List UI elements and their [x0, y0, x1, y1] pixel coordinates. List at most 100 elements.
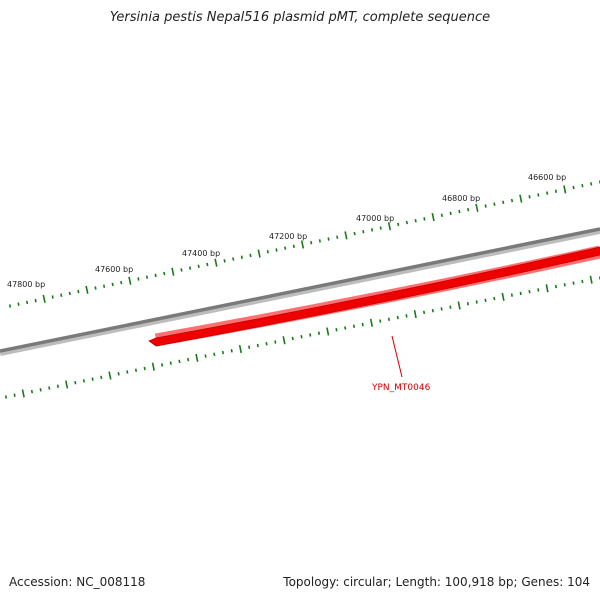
- major-tick: [369, 318, 374, 327]
- minor-tick: [309, 333, 312, 337]
- minor-tick: [291, 336, 294, 341]
- minor-tick: [221, 350, 225, 355]
- minor-tick: [137, 277, 140, 281]
- minor-tick: [379, 226, 382, 230]
- minor-tick: [510, 198, 514, 203]
- minor-tick: [484, 204, 487, 208]
- minor-tick: [48, 386, 51, 390]
- minor-tick: [449, 211, 452, 216]
- minor-tick: [102, 284, 106, 288]
- minor-tick: [318, 239, 321, 243]
- major-tick: [519, 194, 523, 203]
- minor-tick: [440, 213, 443, 217]
- accession-label: Accession: NC_008118: [9, 575, 146, 589]
- minor-tick: [362, 229, 365, 234]
- minor-tick: [581, 279, 584, 284]
- minor-tick: [143, 366, 146, 371]
- minor-tick: [310, 240, 313, 245]
- minor-tick: [120, 280, 123, 285]
- major-tick: [238, 344, 242, 354]
- minor-tick: [423, 217, 426, 221]
- tick-label: 47800 bp: [7, 280, 45, 289]
- minor-tick: [265, 342, 268, 346]
- minor-tick: [154, 273, 157, 278]
- minor-tick: [232, 257, 235, 261]
- major-tick: [326, 327, 330, 336]
- gene-arrow[interactable]: [148, 246, 600, 347]
- minor-tick: [336, 235, 339, 239]
- minor-tick: [344, 326, 347, 330]
- minor-tick: [8, 304, 12, 308]
- major-tick: [282, 336, 286, 345]
- minor-tick: [484, 298, 487, 303]
- tick-label: 46600 bp: [528, 173, 566, 182]
- minor-tick: [206, 262, 209, 267]
- minor-tick: [546, 191, 549, 195]
- major-tick: [589, 275, 593, 284]
- gene-label[interactable]: YPN_MT0046: [371, 383, 431, 393]
- tick-label: 47000 bp: [356, 214, 394, 223]
- minor-tick: [77, 289, 80, 294]
- plasmid-backbone: [0, 227, 600, 353]
- minor-tick: [327, 237, 330, 241]
- major-tick: [413, 310, 417, 319]
- minor-tick: [117, 372, 120, 376]
- minor-tick: [361, 322, 364, 327]
- minor-tick: [353, 231, 356, 236]
- minor-tick: [379, 319, 382, 323]
- major-tick: [457, 301, 461, 310]
- minor-tick: [292, 244, 295, 249]
- minor-tick: [240, 255, 243, 259]
- minor-tick: [352, 324, 356, 328]
- minor-tick: [13, 393, 16, 397]
- major-tick: [300, 240, 305, 249]
- minor-tick: [68, 291, 71, 296]
- minor-tick: [111, 282, 114, 287]
- minor-tick: [581, 183, 584, 188]
- major-tick: [545, 284, 549, 293]
- minor-tick: [405, 220, 409, 225]
- minor-tick: [422, 310, 426, 315]
- minor-tick: [335, 328, 338, 332]
- minor-tick: [537, 288, 540, 292]
- minor-tick: [94, 286, 97, 290]
- minor-tick: [563, 283, 566, 287]
- major-tick: [108, 371, 112, 380]
- major-tick: [171, 267, 175, 276]
- minor-tick: [572, 281, 575, 285]
- minor-tick: [134, 368, 138, 372]
- minor-tick: [458, 209, 461, 214]
- major-tick: [21, 389, 25, 398]
- minor-tick: [431, 308, 434, 313]
- minor-tick: [554, 284, 558, 289]
- outer-tick-ring: [8, 180, 600, 308]
- minor-tick: [396, 315, 399, 320]
- minor-tick: [39, 388, 42, 392]
- minor-tick: [554, 189, 558, 193]
- minor-tick: [440, 307, 443, 311]
- major-tick: [475, 203, 479, 212]
- minor-tick: [223, 259, 226, 263]
- minor-tick: [188, 266, 192, 270]
- minor-tick: [493, 296, 496, 301]
- major-tick: [387, 222, 392, 231]
- minor-tick: [126, 370, 129, 374]
- minor-tick: [590, 182, 593, 186]
- minor-tick: [51, 295, 54, 299]
- major-tick: [501, 292, 505, 301]
- minor-tick: [145, 275, 149, 279]
- minor-tick: [4, 395, 8, 399]
- minor-tick: [178, 359, 181, 364]
- minor-tick: [528, 195, 531, 199]
- major-tick: [195, 353, 199, 362]
- minor-tick: [502, 200, 505, 205]
- major-tick: [65, 380, 69, 389]
- minor-tick: [275, 248, 278, 252]
- minor-tick: [475, 300, 478, 304]
- tick-label: 46800 bp: [442, 194, 480, 203]
- minor-tick: [187, 357, 190, 362]
- minor-tick: [56, 384, 60, 388]
- minor-tick: [274, 340, 277, 344]
